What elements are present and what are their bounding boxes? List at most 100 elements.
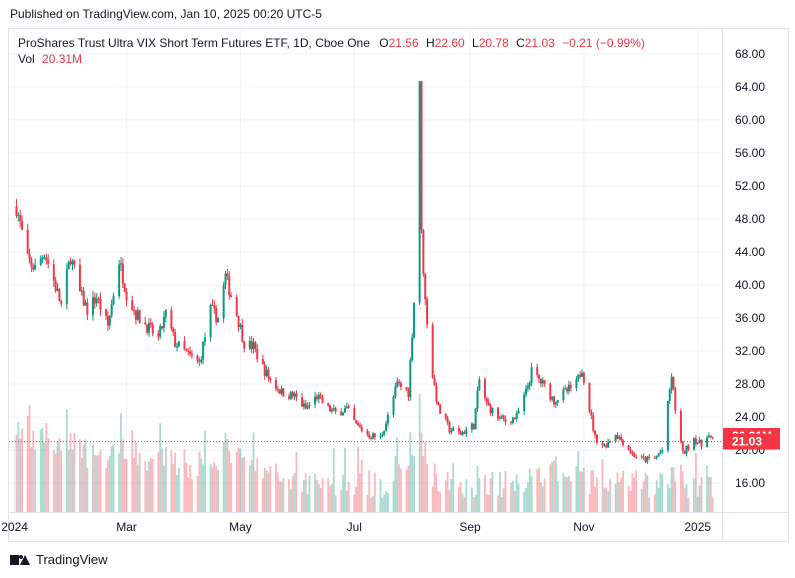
candle-body: [144, 322, 147, 325]
candle-body: [411, 337, 414, 361]
candle-body: [276, 388, 279, 391]
candle-body: [489, 405, 492, 414]
candle-body: [306, 405, 309, 409]
candle-body: [457, 427, 460, 432]
candle-body: [609, 441, 612, 443]
candle-body: [185, 349, 188, 352]
y-axis: 16.0020.0024.0028.0032.0036.0040.0044.00…: [723, 47, 780, 490]
volume-bar: [125, 458, 128, 512]
candle-body: [274, 379, 277, 389]
candle-body: [209, 304, 212, 338]
candle-body: [398, 381, 401, 384]
candle-body: [640, 456, 643, 458]
candle-body: [131, 300, 134, 310]
candle-body: [230, 295, 233, 297]
volume-bar: [110, 446, 113, 512]
volume-bar: [607, 491, 610, 512]
candle-body: [681, 441, 684, 451]
volume-legend: Vol 20.31M: [18, 52, 82, 66]
candle-body: [151, 324, 154, 334]
candle-body: [554, 402, 557, 405]
volume-bar: [491, 471, 494, 512]
candle-body: [661, 450, 664, 453]
volume-bar: [459, 482, 462, 512]
volume-bar: [653, 494, 656, 512]
candle-body: [119, 263, 122, 265]
candle-body: [228, 275, 231, 296]
published-caption: Published on TradingView.com, Jan 10, 20…: [10, 7, 322, 21]
volume-bar: [444, 480, 447, 512]
candle-body: [254, 342, 257, 349]
candle-body: [659, 452, 662, 454]
candle-body: [265, 369, 268, 376]
candle-body: [711, 437, 714, 439]
volume-bar: [191, 479, 193, 512]
candle-body: [321, 396, 324, 404]
candle-body: [291, 391, 294, 397]
y-tick-label: 16.00: [735, 476, 765, 490]
volume-label: Vol: [18, 52, 35, 66]
legend-low-value: 20.78: [478, 36, 509, 50]
volume-bar: [243, 456, 246, 512]
volume-bar: [373, 472, 376, 512]
candle-body: [530, 367, 533, 383]
volume-bar: [420, 432, 423, 512]
volume-bar: [107, 459, 109, 512]
candle-body: [394, 386, 397, 397]
volume-bar: [538, 467, 540, 512]
candle-body: [487, 402, 490, 406]
candle-body: [52, 264, 55, 281]
volume-bar: [540, 482, 542, 512]
candle-body: [177, 341, 180, 347]
candle-body: [426, 299, 429, 325]
volume-bar: [289, 488, 292, 512]
candle-body: [343, 408, 346, 413]
volume-bar: [28, 405, 31, 512]
volume-bar: [476, 465, 479, 512]
volume-bar: [131, 429, 134, 512]
footer-brand[interactable]: TradingView: [10, 552, 108, 567]
candle-body: [668, 389, 671, 402]
y-tick-label: 48.00: [735, 212, 765, 226]
grid-lines: [9, 29, 789, 541]
candle-body: [439, 404, 442, 414]
volume-bar: [588, 494, 591, 512]
candle-body: [108, 315, 111, 326]
candle-body: [588, 382, 591, 412]
volume-bar: [200, 458, 203, 512]
volume-bar: [334, 495, 337, 512]
candle-body: [121, 263, 124, 284]
volume-bar: [304, 473, 307, 512]
candle-body: [146, 324, 149, 333]
volume-bar: [683, 488, 686, 512]
volume-bar: [590, 470, 593, 512]
volume-bar: [487, 494, 490, 512]
candle-body: [687, 445, 690, 450]
candle-body: [528, 382, 531, 386]
volume-bar: [385, 491, 387, 512]
candle-body: [683, 450, 686, 454]
volume-bar: [687, 497, 690, 512]
volume-bar: [275, 463, 277, 512]
volume-bar: [308, 475, 311, 512]
volume-bar: [344, 447, 346, 512]
candle-body: [28, 253, 31, 260]
volume-bar: [530, 476, 533, 512]
y-tick-label: 64.00: [735, 80, 765, 94]
volume-bar: [209, 464, 212, 512]
volume-bar: [211, 467, 214, 512]
chart-frame: [8, 28, 789, 542]
volume-bar: [237, 447, 240, 512]
volume-bar: [381, 497, 384, 512]
candle-body: [366, 430, 369, 435]
volume-bar: [685, 484, 688, 512]
candle-body: [616, 435, 619, 439]
candle-body: [556, 400, 559, 403]
candle-body: [278, 390, 281, 394]
legend-high-label: H: [425, 36, 435, 50]
candle-body: [80, 290, 83, 292]
volume-bar: [620, 477, 623, 512]
candle-body: [190, 354, 193, 356]
volume-bar: [164, 447, 167, 512]
